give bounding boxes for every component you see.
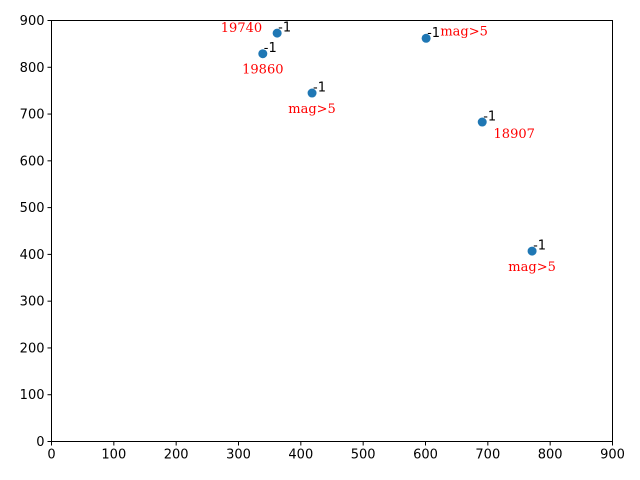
scatter-point <box>307 88 317 98</box>
x-tick-label: 200 <box>164 448 189 463</box>
point-label: -1 <box>264 41 277 56</box>
scatter-point <box>527 246 537 256</box>
scatter-point <box>258 49 268 59</box>
x-tick-label: 500 <box>351 448 376 463</box>
scatter-point <box>421 33 431 43</box>
y-tick-label: 900 <box>20 14 45 29</box>
point-annotation: mag>5 <box>508 260 556 275</box>
x-tick-label: 600 <box>413 448 438 463</box>
point-annotation: 19740 <box>221 21 262 36</box>
point-label: -1 <box>483 110 496 125</box>
x-tick-label: 300 <box>226 448 251 463</box>
x-tick-label: 0 <box>47 448 55 463</box>
scatter-point <box>272 28 282 38</box>
y-tick-label: 700 <box>20 108 45 123</box>
y-axis: 0 100 200 300 400 500 600 700 800 900 <box>20 14 52 450</box>
y-tick-label: 200 <box>20 341 45 356</box>
point-annotation: 19860 <box>242 63 283 78</box>
y-tick-label: 600 <box>20 154 45 169</box>
x-tick-label: 800 <box>538 448 563 463</box>
point-label: -1 <box>278 21 291 36</box>
x-tick-label: 700 <box>475 448 500 463</box>
point-annotation: 18907 <box>494 127 535 142</box>
x-tick-label: 900 <box>600 448 625 463</box>
point-label: -1 <box>533 239 546 254</box>
scatter-point <box>477 117 487 127</box>
y-tick-label: 500 <box>20 201 45 216</box>
y-tick-label: 0 <box>36 435 44 450</box>
x-tick-label: 100 <box>101 448 126 463</box>
point-annotation: mag>5 <box>440 24 488 39</box>
point-label: -1 <box>427 26 440 41</box>
x-axis: 0 100 200 300 400 500 600 700 800 900 <box>47 441 625 463</box>
point-annotation: mag>5 <box>288 102 336 117</box>
y-tick-label: 400 <box>20 248 45 263</box>
y-tick-label: 300 <box>20 295 45 310</box>
plot-frame <box>51 20 613 442</box>
y-tick-label: 800 <box>20 61 45 76</box>
x-tick-label: 400 <box>288 448 313 463</box>
point-label: -1 <box>313 81 326 96</box>
y-tick-label: 100 <box>20 388 45 403</box>
